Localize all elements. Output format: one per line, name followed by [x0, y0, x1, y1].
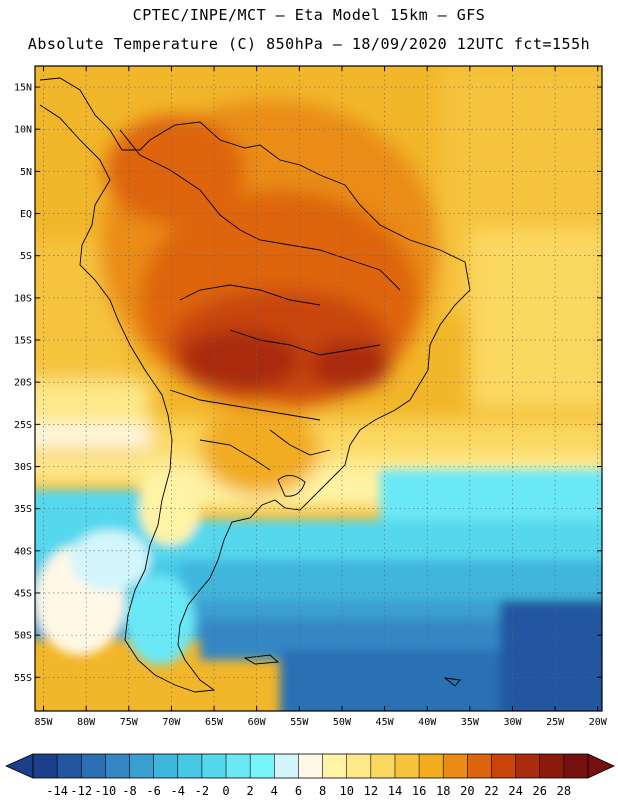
lon-tick-label: 40W	[418, 717, 437, 728]
colorbar-swatch	[346, 754, 372, 778]
colorbar-swatch	[274, 754, 299, 778]
lon-tick-label: 55W	[290, 717, 309, 728]
colorbar-swatch	[226, 754, 251, 778]
colorbar-label: 2	[247, 784, 254, 798]
colorbar-label: 12	[364, 784, 378, 798]
colorbar-swatch	[491, 754, 516, 778]
lat-tick-label: 30S	[14, 462, 32, 473]
lon-tick-label: 70W	[162, 717, 181, 728]
colorbar-label: -10	[95, 784, 117, 798]
colorbar-label: -4	[171, 784, 185, 798]
colorbar-swatch	[105, 754, 130, 778]
colorbar: -14 -12 -10 -8 -6 -4 -2 0 2 4 6 8 10 12 14 16 18 20 22 24 26…	[5, 753, 615, 798]
lat-tick-label: 10S	[14, 293, 32, 304]
lat-tick-label: 45S	[14, 588, 32, 599]
lon-tick-label: 35W	[461, 717, 480, 728]
colorbar-label: 4	[271, 784, 278, 798]
colorbar-label: 26	[533, 784, 547, 798]
colorbar-label: 22	[484, 784, 498, 798]
colorbar-label: 8	[319, 784, 326, 798]
lat-tick-label: 15N	[14, 83, 32, 94]
colorbar-swatch	[370, 754, 396, 778]
lat-tick-label: 5N	[20, 167, 32, 178]
colorbar-swatch	[322, 754, 347, 778]
lon-tick-label: 20W	[589, 717, 608, 728]
colorbar-label: 10	[339, 784, 353, 798]
colorbar-swatch	[250, 754, 275, 778]
colorbar-swatch	[419, 754, 444, 778]
colorbar-swatch	[33, 754, 58, 778]
colorbar-swatch	[539, 754, 565, 778]
colorbar-swatch	[515, 754, 541, 778]
colorbar-swatch	[563, 754, 589, 778]
map-subtitle: Absolute Temperature (C) 850hPa — 18/09/…	[27, 35, 591, 53]
colorbar-label: 6	[295, 784, 302, 798]
lat-tick-label: 20S	[14, 378, 32, 389]
lat-tick-label: 15S	[14, 336, 32, 347]
lon-tick-label: 75W	[120, 717, 139, 728]
lat-tick-label: EQ	[20, 209, 32, 220]
colorbar-label: 28	[557, 784, 571, 798]
colorbar-label: -8	[122, 784, 136, 798]
colorbar-swatch	[153, 754, 179, 778]
lat-tick-label: 25S	[14, 420, 32, 431]
colorbar-swatch	[201, 754, 227, 778]
colorbar-swatch	[298, 754, 323, 778]
colorbar-swatch	[57, 754, 82, 778]
lon-tick-label: 65W	[205, 717, 224, 728]
colorbar-label: -2	[195, 784, 209, 798]
colorbar-label: 18	[436, 784, 450, 798]
lon-tick-label: 50W	[333, 717, 352, 728]
lat-tick-label: 35S	[14, 504, 32, 515]
colorbar-label: 20	[460, 784, 474, 798]
lon-tick-label: 25W	[546, 717, 565, 728]
lat-tick-label: 50S	[14, 631, 32, 642]
colorbar-label: 24	[508, 784, 522, 798]
temperature-field	[35, 66, 602, 711]
colorbar-swatch	[81, 754, 106, 778]
lat-tick-label: 55S	[14, 673, 32, 684]
lon-tick-label: 80W	[77, 717, 96, 728]
colorbar-label: -12	[70, 784, 92, 798]
lon-tick-label: 85W	[34, 717, 53, 728]
colorbar-swatch	[177, 754, 203, 778]
lat-tick-label: 40S	[14, 546, 32, 557]
map-title: CPTEC/INPE/MCT — Eta Model 15km — GFS	[132, 6, 486, 24]
colorbar-label: 16	[412, 784, 426, 798]
lon-tick-label: 60W	[248, 717, 267, 728]
colorbar-swatch	[394, 754, 420, 778]
colorbar-label: -14	[46, 784, 68, 798]
map-axes: 15N 10N 5N EQ 5S 10S 15S 20S 25S 30S 35S 40S 45S 50S 5…	[14, 66, 608, 728]
colorbar-border	[32, 753, 589, 779]
colorbar-max-arrow	[587, 753, 615, 779]
colorbar-min-arrow	[5, 753, 34, 779]
colorbar-label: 0	[222, 784, 229, 798]
graticule	[35, 66, 602, 711]
lon-tick-label: 45W	[376, 717, 395, 728]
lat-tick-label: 5S	[20, 251, 32, 262]
colorbar-label: 14	[388, 784, 402, 798]
colorbar-swatch	[467, 754, 492, 778]
map-border	[34, 65, 603, 712]
lon-tick-label: 30W	[503, 717, 522, 728]
colorbar-label: -6	[146, 784, 160, 798]
colorbar-swatch	[129, 754, 154, 778]
colorbar-swatch	[443, 754, 468, 778]
lat-tick-label: 10N	[14, 125, 32, 136]
coastlines	[39, 77, 471, 693]
